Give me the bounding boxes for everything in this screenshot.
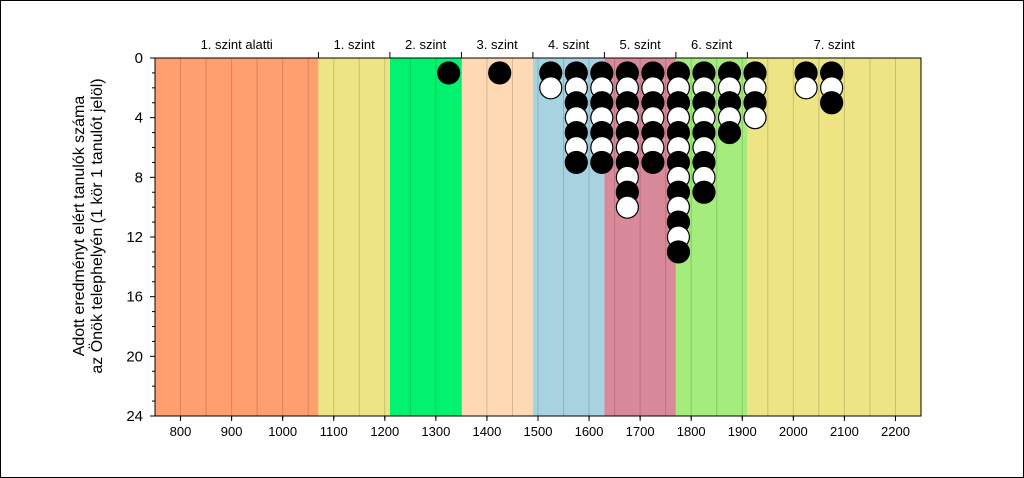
y-axis-label-line-1: Adott eredményt elért tanulók száma — [71, 95, 88, 357]
band-label: 3. szint — [477, 37, 519, 52]
y-tick-label: 0 — [135, 50, 143, 67]
student-marker — [590, 150, 614, 175]
band-label: 1. szint — [334, 37, 376, 52]
x-tick-label: 1400 — [472, 424, 501, 439]
x-tick-label: 2200 — [881, 424, 910, 439]
x-tick-label: 900 — [221, 424, 243, 439]
x-tick-label: 1000 — [268, 424, 297, 439]
x-tick-label: 1300 — [421, 424, 450, 439]
student-marker — [743, 106, 767, 130]
student-marker — [437, 61, 461, 85]
x-tick-label: 1200 — [370, 424, 399, 439]
x-tick-label: 2000 — [779, 424, 808, 439]
band-label: 6. szint — [691, 37, 733, 52]
band-label: 1. szint alatti — [201, 37, 273, 52]
x-tick-label: 1900 — [728, 424, 757, 439]
student-marker — [666, 240, 691, 264]
band-label: 5. szint — [620, 37, 662, 52]
student-marker — [692, 180, 716, 204]
band-label: 7. szint — [814, 37, 856, 52]
student-marker — [820, 91, 844, 115]
level-band — [461, 58, 533, 416]
x-tick-label: 1600 — [575, 424, 604, 439]
y-axis-label: Adott eredményt elért tanulók száma az Ö… — [71, 26, 107, 426]
x-tick-label: 1700 — [626, 424, 655, 439]
y-tick-label: 4 — [135, 110, 143, 127]
x-tick-label: 1800 — [677, 424, 706, 439]
student-marker — [641, 150, 665, 175]
y-tick-label: 20 — [126, 348, 143, 365]
band-label: 4. szint — [548, 37, 590, 52]
x-tick-label: 1100 — [320, 424, 348, 439]
band-label: 2. szint — [405, 37, 447, 52]
student-marker — [564, 150, 588, 175]
student-marker — [539, 76, 563, 100]
x-tick-label: 800 — [170, 424, 192, 439]
x-tick-label: 2100 — [830, 424, 859, 439]
student-marker — [488, 61, 512, 85]
y-tick-label: 24 — [126, 408, 143, 425]
y-tick-label: 16 — [126, 289, 143, 306]
y-tick-label: 8 — [135, 169, 143, 186]
y-axis-label-line-2: az Önök telephelyén (1 kör 1 tanulót jel… — [89, 78, 106, 374]
level-band — [318, 58, 390, 416]
level-band — [155, 58, 319, 416]
y-tick-label: 12 — [126, 229, 143, 246]
level-band — [747, 58, 921, 416]
student-marker — [717, 120, 742, 145]
x-tick-label: 1500 — [524, 424, 553, 439]
student-marker — [615, 195, 639, 219]
student-marker — [794, 76, 818, 100]
level-band — [389, 58, 462, 416]
